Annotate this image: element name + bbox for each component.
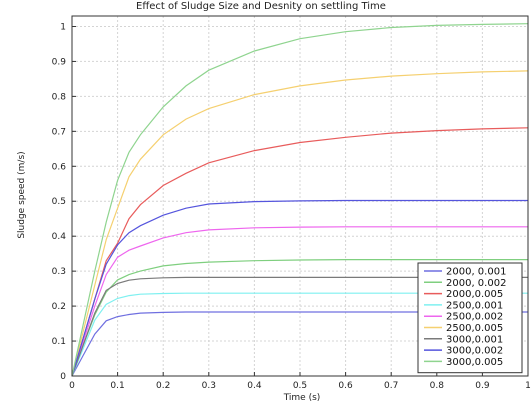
x-tick-label: 0.5 — [293, 381, 307, 391]
series-line — [71, 311, 528, 377]
legend-box — [417, 262, 523, 374]
legend-entry: 3000,0.002 — [446, 346, 503, 357]
x-tick-label: 0.4 — [247, 381, 262, 391]
series-line — [71, 276, 528, 377]
y-tick-label: 0 — [60, 372, 66, 382]
legend-entry: 3000,0.001 — [446, 334, 503, 345]
series-line — [71, 127, 529, 377]
y-tick-label: 0.9 — [52, 57, 67, 67]
x-tick-label: 0.1 — [110, 381, 124, 391]
y-axis-label: Sludge speed (m/s) — [17, 151, 27, 238]
legend-entry: 2000, 0.002 — [446, 278, 506, 289]
legend-entry: 2500,0.001 — [446, 300, 503, 311]
x-tick-label: 0.2 — [156, 381, 170, 391]
y-tick-label: 0.4 — [52, 232, 67, 242]
y-tick-label: 0.7 — [52, 127, 66, 137]
x-axis-ticks: 0 0.1 0.2 0.3 0.4 0.5 0.6 0.7 0.8 0.9 1 — [69, 372, 531, 391]
series-line — [71, 292, 528, 377]
chart-title: Effect of Sludge Size and Desnity on set… — [136, 1, 386, 12]
series-line — [71, 259, 528, 377]
y-tick-label: 0.1 — [52, 337, 66, 347]
legend-entry: 3000,0.005 — [446, 357, 503, 368]
legend-entry: 2000, 0.001 — [446, 267, 506, 278]
x-tick-label: 0 — [69, 381, 75, 391]
series-group — [71, 23, 529, 377]
legend-entry: 2000,0.005 — [446, 289, 503, 300]
series-line — [71, 199, 528, 377]
y-tick-label: 0.5 — [52, 197, 66, 207]
series-line — [71, 70, 529, 377]
x-tick-label: 0.6 — [338, 381, 353, 391]
y-tick-label: 0.3 — [52, 267, 66, 277]
y-tick-label: 0.6 — [52, 162, 67, 172]
x-tick-label: 0.3 — [202, 381, 216, 391]
y-tick-label: 0.8 — [52, 92, 67, 102]
x-tick-label: 0.7 — [384, 381, 398, 391]
x-tick-label: 0.8 — [430, 381, 445, 391]
x-axis-label: Time (s) — [283, 393, 321, 403]
y-tick-label: 1 — [60, 22, 66, 32]
legend-entry: 2500,0.005 — [446, 323, 503, 334]
series-line — [71, 23, 529, 377]
series-line — [71, 226, 528, 377]
x-tick-label: 1 — [525, 381, 531, 391]
legend-entry: 2500,0.002 — [446, 312, 503, 323]
x-tick-label: 0.9 — [475, 381, 490, 391]
y-axis-ticks: 0 0.1 0.2 0.3 0.4 0.5 0.6 0.7 0.8 0.9 1 — [52, 22, 76, 382]
y-tick-label: 0.2 — [52, 302, 66, 312]
